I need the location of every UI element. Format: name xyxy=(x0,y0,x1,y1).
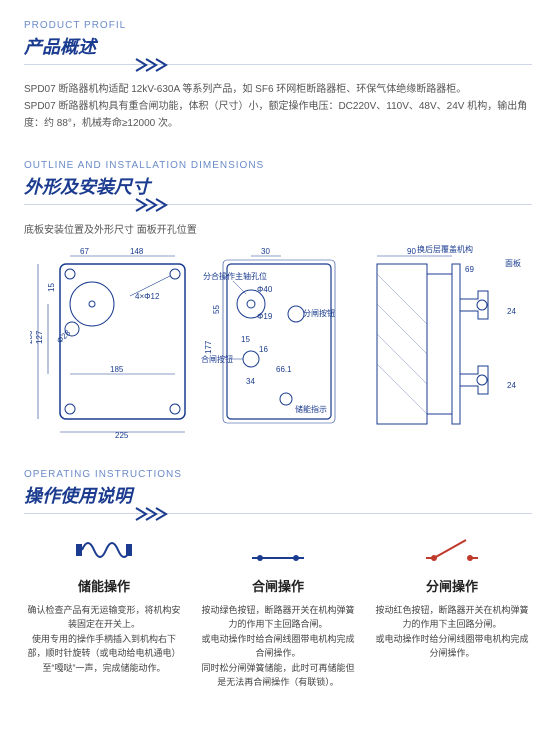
operations-row: 储能操作 确认检查产品有无运输变形，将机构安装固定在开关上。 使用专用的操作手柄… xyxy=(24,530,532,689)
section-en-title: PRODUCT PROFIL xyxy=(24,20,532,31)
svg-text:69: 69 xyxy=(465,265,474,274)
diagram-left: 67 148 225 286 127 15 185 4×Φ12 Φ28 xyxy=(30,244,195,439)
divider xyxy=(24,204,532,205)
op-title: 合闸操作 xyxy=(198,576,358,595)
svg-text:24: 24 xyxy=(507,307,516,316)
op-text: 同时松分闸弹簧储能，此时可再储能但是无法再合闸操作（有联锁）。 xyxy=(198,661,358,690)
arrow-icon xyxy=(134,57,178,73)
op-text: 确认检查产品有无运输变形，将机构安装固定在开关上。 xyxy=(24,603,184,632)
op-text: 按动绿色按钮，断路器开关在机构弹簧力的作用下主回路合闸。 xyxy=(198,603,358,632)
spring-icon xyxy=(24,530,184,570)
svg-text:34: 34 xyxy=(246,377,255,386)
section-zh-title: 操作使用说明 xyxy=(24,482,532,508)
op-open: 分闸操作 按动红色按钮，断路器开关在机构弹簧力的作用下主回路分闸。 或电动操作时… xyxy=(372,530,532,689)
svg-text:90: 90 xyxy=(407,247,416,256)
svg-text:4×Φ12: 4×Φ12 xyxy=(135,292,160,301)
svg-text:合闸按钮: 合闸按钮 xyxy=(201,354,233,364)
svg-text:24: 24 xyxy=(507,381,516,390)
svg-text:177: 177 xyxy=(204,340,213,354)
svg-text:16: 16 xyxy=(259,345,268,354)
open-switch-icon xyxy=(372,530,532,570)
op-store: 储能操作 确认检查产品有无运输变形，将机构安装固定在开关上。 使用专用的操作手柄… xyxy=(24,530,184,689)
section-header: OUTLINE AND INSTALLATION DIMENSIONS 外形及安… xyxy=(24,160,532,209)
svg-text:286: 286 xyxy=(30,330,34,344)
svg-text:15: 15 xyxy=(47,283,56,292)
svg-text:Φ28: Φ28 xyxy=(55,328,73,346)
divider xyxy=(24,64,532,65)
op-text: 或电动操作时给分闸线圈带电机构完成分闸操作。 xyxy=(372,632,532,661)
description-p1: SPD07 断路器机构适配 12kV-630A 等系列产品，如 SF6 环网柜断… xyxy=(24,81,532,98)
section-header: PRODUCT PROFIL 产品概述 xyxy=(24,20,532,69)
svg-text:15: 15 xyxy=(241,335,250,344)
op-title: 分闸操作 xyxy=(372,576,532,595)
dimension-diagrams: 67 148 225 286 127 15 185 4×Φ12 Φ28 xyxy=(24,244,532,439)
arrow-icon xyxy=(134,506,178,522)
svg-text:Φ40: Φ40 xyxy=(257,285,273,294)
svg-text:储能指示: 储能指示 xyxy=(295,404,327,414)
svg-text:分合操作主轴孔位: 分合操作主轴孔位 xyxy=(203,271,267,281)
diagram-mid: Φ40 Φ19 分合操作主轴孔位 分闸按钮 合闸按钮 储能指示 30 55 xyxy=(201,244,351,439)
svg-text:换后层覆盖机构: 换后层覆盖机构 xyxy=(417,244,473,254)
svg-text:分闸按钮: 分闸按钮 xyxy=(303,308,335,318)
section-operating: OPERATING INSTRUCTIONS 操作使用说明 储能操作 确认检查产… xyxy=(24,469,532,689)
svg-text:30: 30 xyxy=(261,247,270,256)
section-header: OPERATING INSTRUCTIONS 操作使用说明 xyxy=(24,469,532,518)
section-outline: OUTLINE AND INSTALLATION DIMENSIONS 外形及安… xyxy=(24,160,532,439)
svg-text:55: 55 xyxy=(212,305,221,314)
svg-text:185: 185 xyxy=(110,365,124,374)
svg-text:225: 225 xyxy=(115,431,129,439)
section-zh-title: 产品概述 xyxy=(24,33,532,59)
description-p2: SPD07 断路器机构具有重合闸功能，体积（尺寸）小，额定操作电压：DC220V… xyxy=(24,98,532,132)
svg-text:66.1: 66.1 xyxy=(276,365,292,374)
svg-text:67: 67 xyxy=(80,247,89,256)
close-switch-icon xyxy=(198,530,358,570)
divider xyxy=(24,513,532,514)
op-text: 按动红色按钮，断路器开关在机构弹簧力的作用下主回路分闸。 xyxy=(372,603,532,632)
section-en-title: OPERATING INSTRUCTIONS xyxy=(24,469,532,480)
arrow-icon xyxy=(134,197,178,213)
subtitle: 底板安装位置及外形尺寸 面板开孔位置 xyxy=(24,221,532,236)
op-close: 合闸操作 按动绿色按钮，断路器开关在机构弹簧力的作用下主回路合闸。 或电动操作时… xyxy=(198,530,358,689)
svg-text:Φ19: Φ19 xyxy=(257,312,273,321)
op-title: 储能操作 xyxy=(24,576,184,595)
section-product-profile: PRODUCT PROFIL 产品概述 SPD07 断路器机构适配 12kV-6… xyxy=(24,20,532,132)
svg-text:面板: 面板 xyxy=(505,258,521,268)
op-text: 使用专用的操作手柄插入到机构右下部，顺时针旋转（或电动给电机通电）至“嘎哒”一声… xyxy=(24,632,184,675)
svg-text:148: 148 xyxy=(130,247,144,256)
section-zh-title: 外形及安装尺寸 xyxy=(24,173,532,199)
op-text: 或电动操作时给合闸线圈带电机构完成合闸操作。 xyxy=(198,632,358,661)
section-en-title: OUTLINE AND INSTALLATION DIMENSIONS xyxy=(24,160,532,171)
diagram-right: 90 69 24 24 面板 换后层覆盖机构 xyxy=(357,244,527,439)
svg-text:127: 127 xyxy=(35,330,44,344)
